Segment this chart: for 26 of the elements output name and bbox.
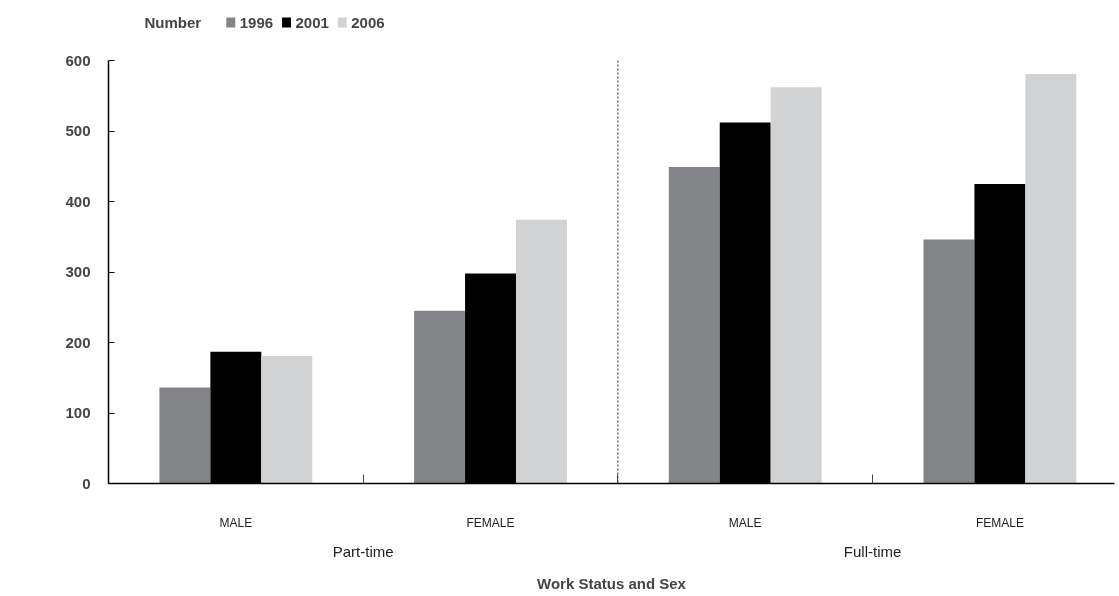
legend-label: 1996	[239, 13, 274, 31]
x-tick-label: MALE	[219, 515, 253, 530]
y-tick-label: 200	[65, 333, 91, 351]
x-tick-label: FEMALE	[975, 515, 1024, 530]
x-tick-label: FEMALE	[466, 515, 515, 530]
bar	[261, 355, 313, 484]
legend-label: 2006	[351, 13, 385, 31]
y-tick-label: 500	[65, 122, 91, 139]
y-tick-label: 600	[65, 51, 91, 69]
bar	[923, 239, 975, 484]
y-tick-label: 300	[65, 263, 91, 280]
text: Full-time	[843, 542, 902, 560]
y-axis-title: Number	[144, 14, 202, 31]
bar	[414, 310, 466, 484]
bar	[159, 387, 211, 484]
legend-label: 2001	[295, 13, 329, 31]
text: Part-time	[332, 542, 394, 560]
bar	[1025, 73, 1077, 484]
y-tick-label: 100	[65, 404, 91, 421]
y-tick-label: 400	[65, 192, 91, 210]
bar	[770, 87, 822, 484]
y-tick-label: 0	[82, 474, 91, 492]
bar	[668, 166, 720, 484]
x-tick-label: MALE	[728, 515, 762, 530]
x-axis-title: Work Status and Sex	[537, 574, 687, 592]
bar	[515, 219, 567, 484]
